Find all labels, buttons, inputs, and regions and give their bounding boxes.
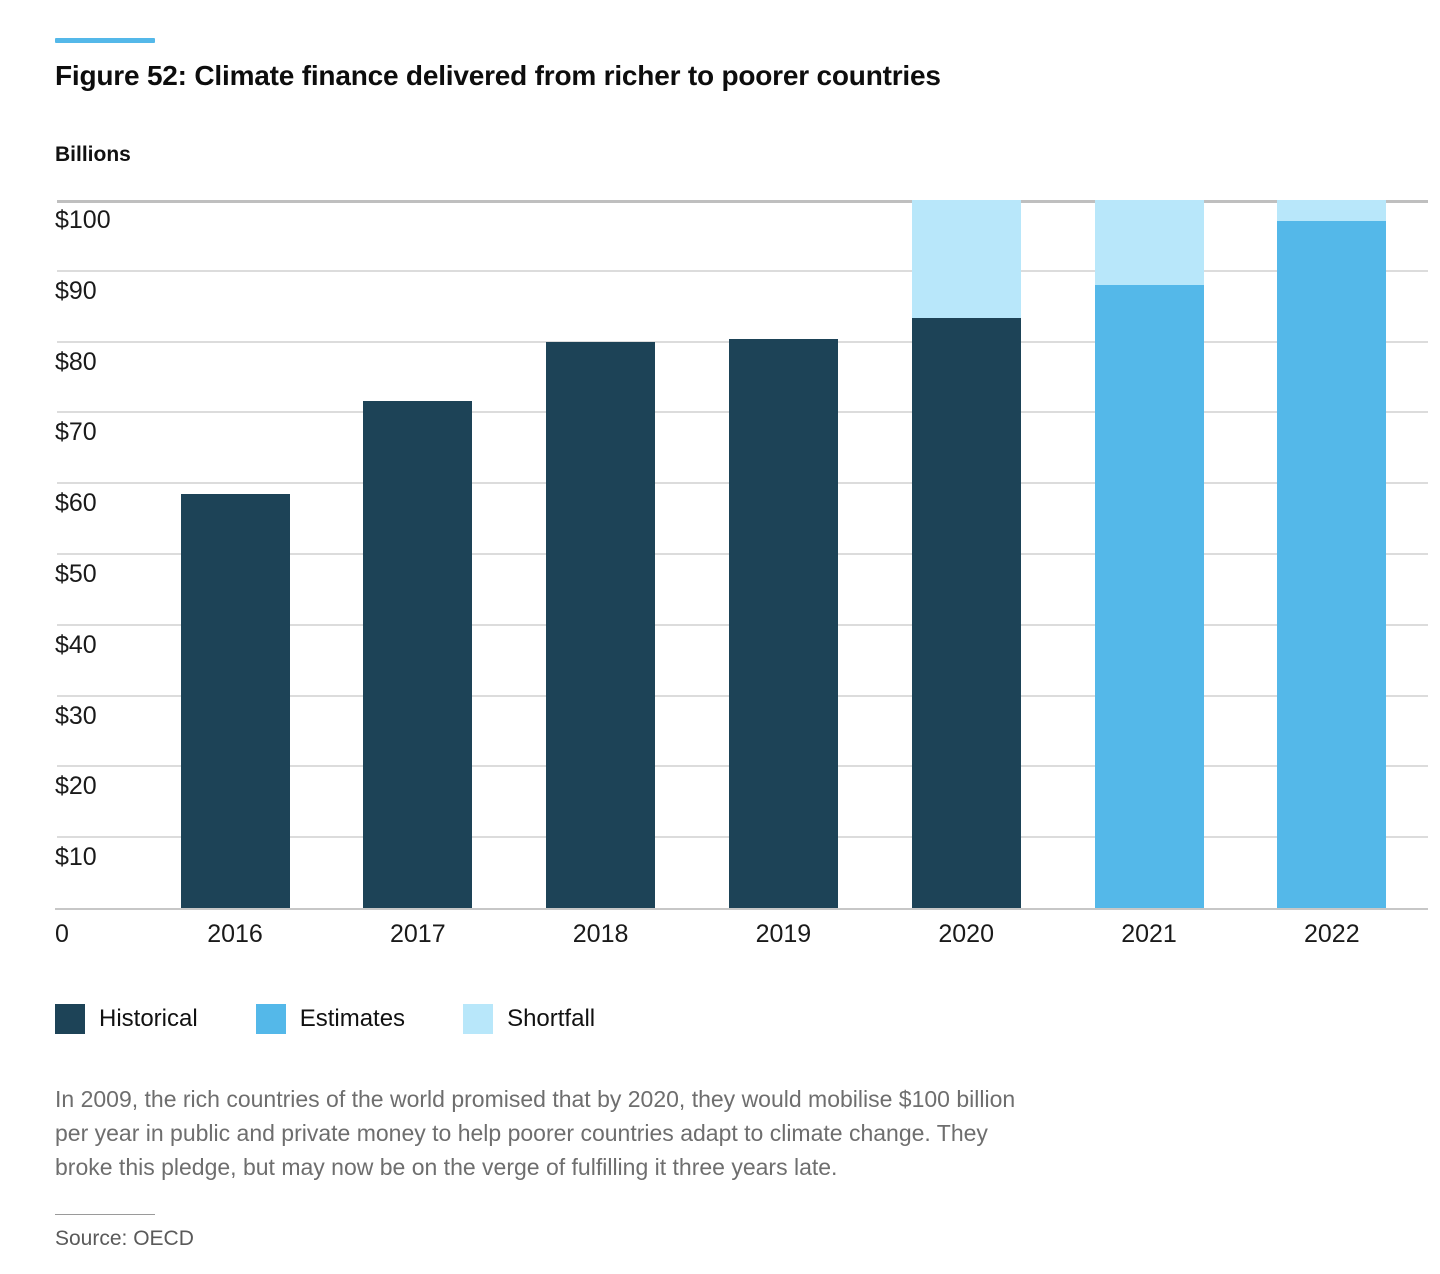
y-tick-label-90: $90 (55, 276, 97, 305)
bar-segment-2020-shortfall (911, 200, 1021, 319)
y-tick-label-10: $10 (55, 843, 97, 872)
x-axis-labels: 2016 2017 2018 2019 2020 2021 2022 0 (55, 908, 1428, 954)
y-tick-label-80: $80 (55, 347, 97, 376)
bar-segment-2022-estimates (1277, 221, 1387, 908)
accent-bar (55, 38, 155, 43)
source-text: Source: OECD (55, 1227, 194, 1250)
legend-label-estimates: Estimates (299, 1005, 406, 1032)
legend-swatch-estimates (255, 1004, 286, 1034)
plot-area: $100 $90 $80 $70 $60 $50 $40 $30 $20 $10 (55, 200, 1428, 910)
y-tick-label-20: $20 (55, 772, 97, 801)
figure-caption: In 2009, the rich countries of the world… (55, 1086, 1016, 1180)
x-tick-label-2018: 2018 (572, 920, 629, 948)
bar-segment-2016-historical (180, 493, 290, 908)
x-tick-label-2016: 2016 (207, 920, 263, 948)
y-tick-label-70: $70 (55, 418, 97, 447)
legend-label-shortfall: Shortfall (507, 1005, 596, 1032)
x-tick-label-2017: 2017 (389, 920, 446, 948)
origin-label: 0 (55, 920, 69, 948)
bar-2020 (911, 200, 1021, 908)
bar-segment-2020-historical (911, 318, 1021, 908)
bar-segment-2019-historical (728, 338, 838, 908)
bar-chart: $100 $90 $80 $70 $60 $50 $40 $30 $20 $10 2016 2017… (55, 200, 1428, 954)
legend-label-historical: Historical (99, 1005, 198, 1032)
x-tick-label-2022: 2022 (1303, 920, 1360, 948)
bar-segment-2022-shortfall (1277, 200, 1387, 222)
bar-segment-2017-historical (363, 401, 473, 908)
bar-2018 (546, 342, 656, 908)
bar-segment-2018-historical (546, 342, 656, 908)
y-tick-label-30: $30 (55, 701, 97, 730)
x-tick-label-2019: 2019 (755, 920, 812, 948)
legend-item-shortfall: Shortfall (463, 1004, 595, 1034)
x-axis-baseline (55, 908, 1428, 910)
source-divider (55, 1214, 155, 1215)
chart-legend: Historical Estimates Shortfall (55, 1004, 1428, 1034)
x-tick-label-2021: 2021 (1121, 920, 1177, 948)
x-tick-label-2020: 2020 (938, 920, 994, 948)
gridline-100 (57, 200, 1428, 203)
y-tick-label-60: $60 (55, 489, 97, 518)
legend-swatch-shortfall (463, 1004, 494, 1034)
legend-swatch-historical (55, 1004, 85, 1034)
gridline-90 (57, 269, 1428, 272)
y-tick-label-50: $50 (55, 560, 97, 588)
y-axis-unit-label: Billions (55, 143, 131, 166)
bar-2022 (1277, 200, 1387, 908)
bar-2017 (363, 401, 473, 908)
bar-segment-2021-estimates (1094, 284, 1204, 908)
figure-title: Figure 52: Climate finance delivered fro… (55, 60, 941, 91)
y-tick-label-40: $40 (55, 630, 97, 659)
legend-item-historical: Historical (55, 1004, 198, 1034)
bar-2016 (180, 493, 290, 908)
bar-2019 (728, 338, 838, 908)
bar-segment-2021-shortfall (1094, 200, 1204, 285)
legend-item-estimates: Estimates (255, 1004, 406, 1034)
y-tick-label-100: $100 (55, 206, 111, 234)
bar-2021 (1094, 200, 1204, 908)
